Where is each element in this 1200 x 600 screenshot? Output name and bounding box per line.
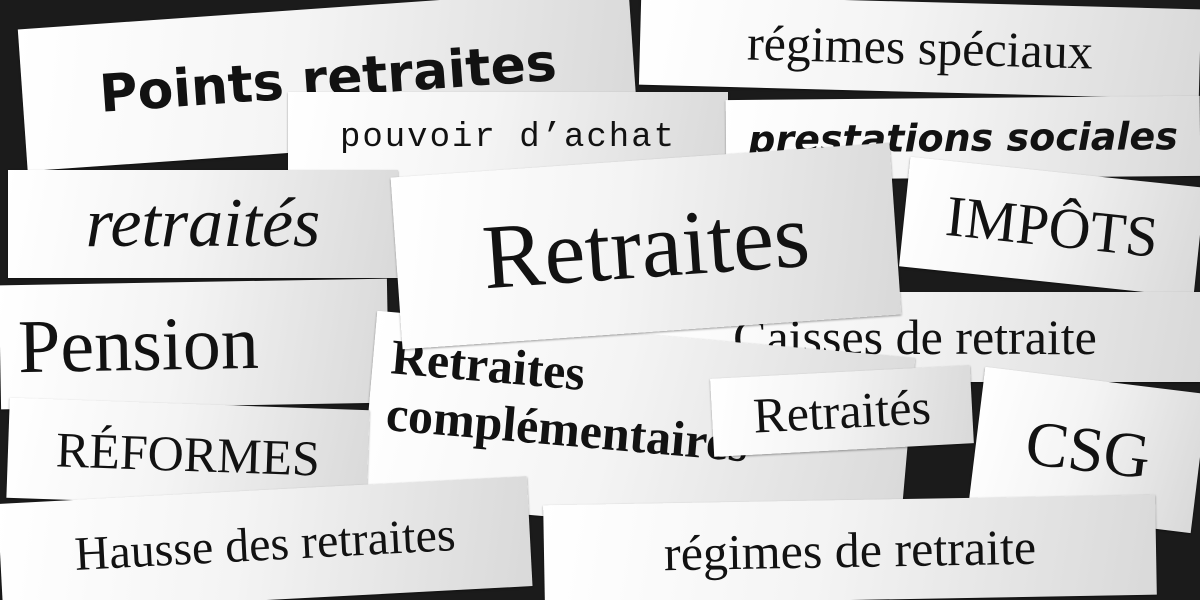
clipping-text: Hausse des retraites [73,508,457,581]
clipping-text: régimes de retraite [663,518,1037,582]
clipping-text: régimes spéciaux [746,14,1094,80]
clipping-text: RÉFORMES [55,421,321,487]
clipping-text: Pension [17,300,260,390]
clipping-regimes-de-retraite: régimes de retraite [543,494,1157,600]
clipping-text: CSG [1021,406,1155,493]
clipping-impots: IMPÔTS [899,156,1200,298]
clipping-text: pouvoir d’achat [339,119,677,157]
clipping-retraites-italic: retraités [8,170,398,278]
clipping-text: retraités [85,185,321,262]
clipping-regimes-speciaux: régimes spéciaux [638,0,1200,100]
clipping-text: Retraités [751,378,933,444]
clipping-retraites-headline: Retraites [390,142,902,350]
clipping-pension: Pension [0,278,390,410]
clipping-retraites-accent: Retraités [710,365,974,457]
clipping-text: Retraites [479,183,813,309]
clipping-text: IMPÔTS [942,183,1162,270]
